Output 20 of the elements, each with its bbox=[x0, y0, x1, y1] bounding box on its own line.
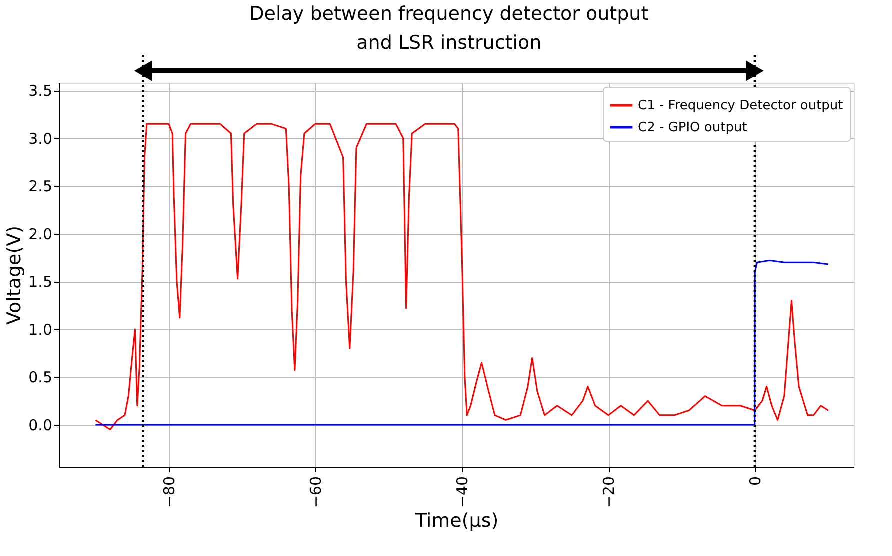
text: Delay between frequency detector output and LSR instruction bbox=[250, 3, 649, 54]
y-tick-label: 0.5 bbox=[28, 368, 52, 387]
x-tick-label: −20 bbox=[600, 476, 618, 508]
y-tick-label: 1.0 bbox=[28, 320, 52, 339]
legend-label: C2 - GPIO output bbox=[638, 120, 748, 136]
y-tick-label: 3.0 bbox=[28, 130, 52, 148]
x-axis-title: Time(μs) bbox=[414, 510, 499, 532]
y-tick-label: 0.0 bbox=[28, 416, 52, 434]
y-tick-label: 2.5 bbox=[28, 178, 52, 196]
y-tick-label: 3.5 bbox=[28, 82, 52, 100]
legend-label: C1 - Frequency Detector output bbox=[638, 98, 844, 114]
line-series bbox=[94, 260, 830, 426]
y-tick-label: 1.5 bbox=[28, 273, 52, 292]
line-series bbox=[94, 123, 830, 430]
x-tick-label: −80 bbox=[160, 476, 178, 508]
x-tick-label: 0 bbox=[746, 476, 765, 486]
y-axis-title: Voltage(V) bbox=[4, 226, 26, 326]
y-tick-label: 2.0 bbox=[28, 225, 52, 244]
x-tick-label: −40 bbox=[453, 476, 472, 508]
x-tick-label: −60 bbox=[306, 476, 325, 508]
